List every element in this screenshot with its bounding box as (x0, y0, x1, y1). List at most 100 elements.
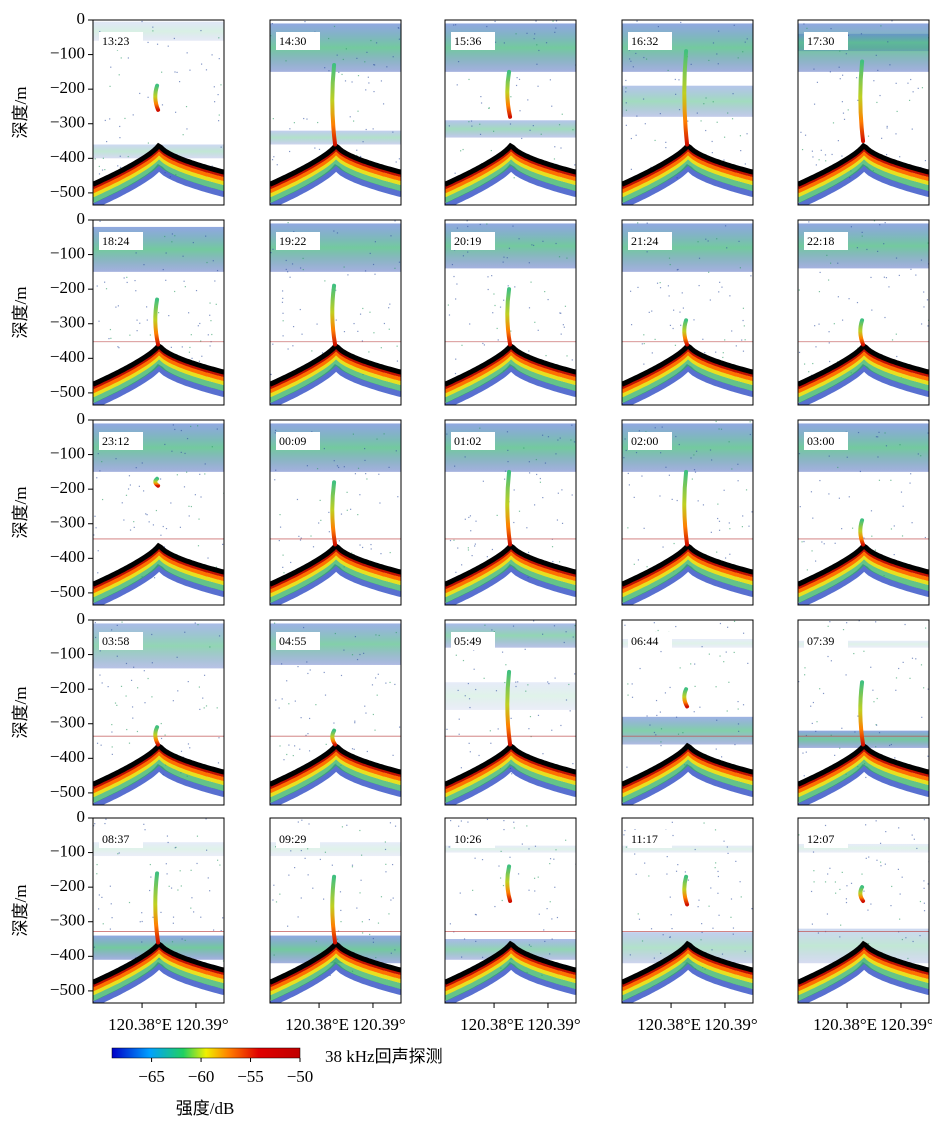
speckle (655, 699, 658, 702)
speckle (119, 125, 121, 128)
speckle (174, 290, 176, 293)
speckle (270, 252, 272, 254)
speckle (853, 652, 855, 655)
speckle (197, 624, 199, 626)
speckle (528, 944, 531, 946)
x-tick-label: 120.39° (880, 1015, 932, 1034)
speckle (133, 521, 135, 523)
speckle (377, 922, 380, 924)
speckle (454, 172, 456, 174)
speckle (549, 901, 551, 903)
speckle (870, 903, 872, 905)
speckle (804, 134, 807, 136)
speckle (536, 44, 538, 46)
speckle (354, 722, 356, 724)
speckle (710, 531, 712, 533)
speckle (740, 150, 742, 152)
speckle (634, 829, 636, 831)
speckle (902, 661, 904, 663)
speckle (827, 625, 829, 627)
speckle (142, 490, 145, 492)
speckle (863, 537, 865, 539)
speckle (315, 704, 317, 706)
seafloor (270, 164, 401, 205)
speckle (392, 56, 394, 58)
seafloor (93, 354, 224, 398)
plume (330, 62, 338, 147)
speckle (374, 729, 376, 731)
speckle (553, 158, 556, 160)
speckle (395, 161, 397, 163)
speckle (804, 674, 806, 676)
speckle (105, 288, 108, 290)
speckle (719, 622, 722, 625)
speckle (694, 848, 696, 851)
speckle (127, 156, 129, 158)
speckle (119, 155, 121, 157)
speckle (99, 650, 101, 652)
speckle (635, 873, 637, 875)
speckle (129, 529, 132, 531)
speckle (730, 916, 732, 918)
speckle (815, 730, 817, 733)
speckle (369, 933, 371, 936)
speckle (901, 535, 904, 537)
speckle (152, 26, 154, 28)
speckle (726, 846, 728, 848)
speckle (564, 305, 567, 307)
speckle (827, 655, 829, 658)
speckle (196, 835, 199, 837)
speckle (623, 457, 625, 459)
speckle (170, 346, 172, 348)
speckle (624, 438, 626, 440)
speckle (457, 547, 459, 549)
speckle (738, 730, 740, 732)
speckle (828, 455, 830, 457)
speckle (175, 111, 177, 113)
speckle (718, 520, 721, 522)
speckle (382, 103, 385, 105)
speckle (895, 257, 898, 259)
speckle (391, 863, 394, 866)
speckle (729, 528, 731, 530)
speckle (675, 625, 677, 628)
speckle (518, 78, 521, 81)
speckle (388, 913, 390, 915)
seafloor (798, 354, 929, 398)
speckle (742, 632, 745, 634)
speckle (287, 348, 289, 350)
speckle (143, 823, 145, 825)
speckle (139, 921, 141, 923)
speckle (814, 325, 816, 327)
speckle (504, 681, 506, 684)
speckle (927, 420, 929, 422)
speckle (669, 263, 671, 266)
time-label: 00:09 (279, 434, 306, 448)
speckle (499, 306, 502, 308)
y-tick-label: −200 (50, 478, 85, 497)
speckle (669, 686, 671, 689)
time-label: 08:37 (102, 832, 129, 846)
speckle (307, 848, 309, 850)
speckle (446, 433, 448, 435)
speckle (677, 268, 679, 271)
speckle (216, 269, 219, 272)
speckle (672, 834, 674, 837)
speckle (662, 546, 664, 548)
seafloor (445, 764, 576, 805)
speckle (718, 529, 721, 531)
seafloor (622, 358, 753, 404)
speckle (716, 551, 718, 553)
speckle (456, 84, 458, 86)
speckle (346, 824, 348, 826)
speckle (863, 890, 865, 892)
speckle (923, 902, 925, 904)
echogram-panel (622, 620, 753, 805)
speckle (656, 714, 658, 717)
speckle (680, 21, 682, 24)
seafloor (93, 758, 224, 804)
speckle (742, 51, 744, 53)
speckle (306, 465, 309, 467)
speckle (510, 96, 512, 98)
echogram-panel (798, 818, 929, 1003)
